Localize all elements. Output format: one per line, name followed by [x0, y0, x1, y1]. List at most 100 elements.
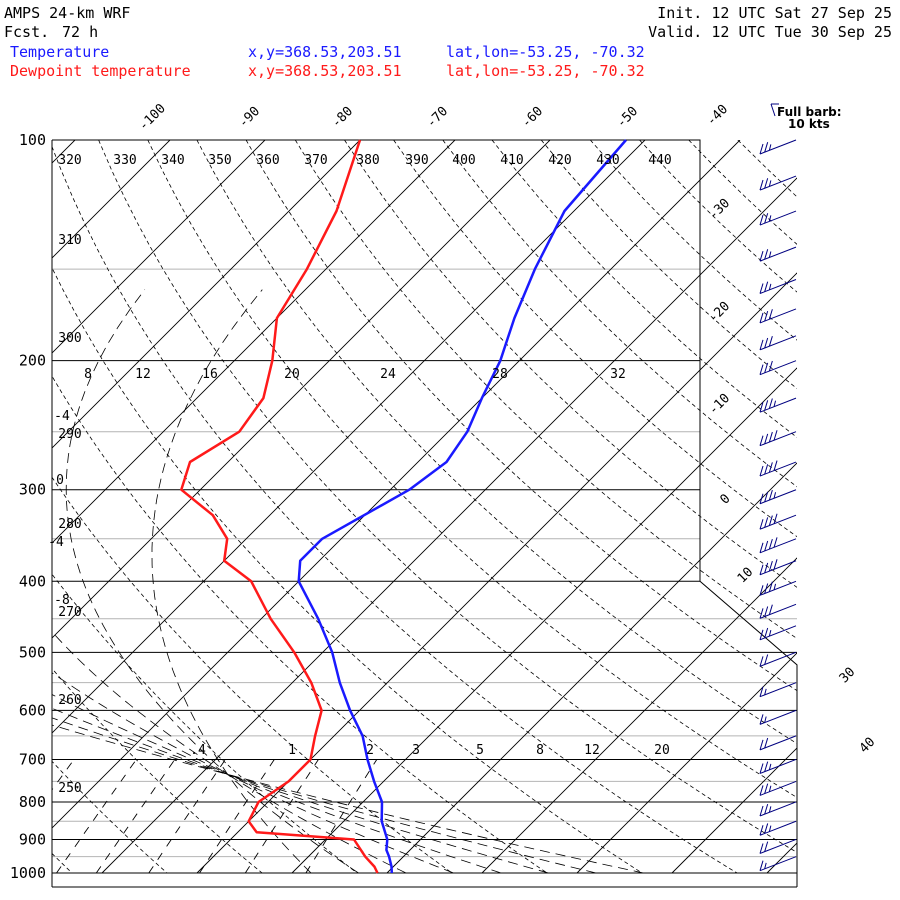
- barb-half-flag: [773, 583, 777, 590]
- theta-e-label: 16: [202, 367, 218, 382]
- mixing-ratio-label: .4: [190, 743, 206, 758]
- barb-legend-line: [770, 103, 776, 117]
- chart-grid: [51, 139, 798, 888]
- wind-barb: [759, 335, 797, 351]
- temperature-tick-label: -80: [329, 104, 356, 131]
- barb-flag: [764, 517, 769, 528]
- legend-temperature-latlon: lat,lon=-53.25, -70.32: [446, 43, 645, 61]
- isotherm-edge-label: -4: [48, 535, 64, 550]
- barb-legend-example: [770, 103, 779, 117]
- barb-half-flag: [768, 283, 772, 290]
- moist-adiabat: [52, 717, 597, 874]
- dry-adiabat: [196, 140, 797, 745]
- barb-staff: [759, 780, 797, 796]
- isotherm: [386, 462, 797, 874]
- barb-staff: [759, 560, 797, 576]
- pressure-tick-label: 1000: [10, 864, 46, 882]
- moist-adiabat: [65, 289, 359, 874]
- dry-adiabat: [344, 140, 797, 588]
- temperature-tick-label: -60: [519, 104, 546, 131]
- dry-adiabat: [147, 140, 797, 799]
- barb-flag: [759, 493, 764, 504]
- barb-flag: [764, 804, 769, 815]
- wind-barb: [759, 537, 797, 554]
- barb-flag: [768, 560, 773, 572]
- wind-barb: [759, 682, 797, 698]
- barb-flag: [764, 540, 769, 552]
- barb-flag: [768, 360, 773, 372]
- dry-adiabat: [52, 667, 263, 874]
- barb-flag: [759, 143, 764, 155]
- isotherm: [52, 140, 551, 639]
- dry-adiabat: [98, 140, 797, 853]
- barb-staff: [759, 856, 797, 872]
- wind-barb: [759, 559, 797, 576]
- barb-flag: [768, 398, 773, 409]
- barb-flag: [764, 362, 769, 373]
- mixing-ratio-line: [244, 759, 319, 874]
- theta-e-label: 20: [284, 367, 300, 382]
- barb-flag: [768, 489, 773, 501]
- dry-adiabat: [52, 266, 643, 874]
- isotherm-edge-label: 0: [56, 473, 64, 488]
- dry-adiabat: [491, 140, 797, 438]
- barb-flag: [773, 559, 778, 570]
- temperature-tick-label: -10: [706, 391, 733, 418]
- isotherm: [52, 140, 266, 354]
- pressure-tick-label: 300: [19, 481, 46, 499]
- barb-staff: [759, 682, 797, 698]
- barb-flag: [764, 337, 769, 349]
- barb-flag: [764, 606, 769, 617]
- moist-adiabat: [52, 631, 407, 874]
- barb-flag: [764, 213, 769, 224]
- wind-barb: [759, 175, 797, 191]
- legend-temperature-xy: x,y=368.53,203.51: [248, 43, 402, 61]
- temperature-profile: [297, 139, 627, 874]
- theta-label: 390: [405, 153, 428, 168]
- barb-legend-line1: Full barb:: [777, 105, 842, 119]
- barb-flag: [759, 312, 764, 324]
- theta-label: 320: [58, 153, 81, 168]
- wind-barb: [759, 513, 797, 530]
- wind-barb: [759, 856, 797, 872]
- barb-flag: [764, 142, 769, 153]
- barb-flag: [759, 825, 764, 836]
- barb-flag: [759, 714, 764, 725]
- barb-flag: [759, 283, 764, 294]
- dry-adiabat: [52, 760, 168, 874]
- theta-label: 420: [548, 153, 571, 168]
- dry-adiabat: [52, 573, 358, 874]
- mixing-ratio-label: 12: [584, 743, 600, 758]
- barb-staff: [759, 360, 797, 376]
- barb-flag: [768, 604, 773, 615]
- theta-e-label: 24: [380, 367, 396, 382]
- barb-flag: [759, 435, 764, 446]
- barb-flag: [764, 761, 769, 772]
- mixing-ratio-line: [52, 759, 75, 791]
- wind-barb: [759, 139, 797, 155]
- barb-staff: [759, 625, 797, 641]
- wind-barb: [759, 780, 797, 796]
- temperature-tick-label: 10: [735, 565, 757, 587]
- isotherm: [291, 367, 797, 874]
- model-title: AMPS 24-km WRF: [4, 4, 131, 22]
- dry-adiabat: [52, 145, 738, 874]
- barb-flag: [759, 629, 764, 640]
- barb-staff: [759, 651, 797, 667]
- barb-flag: [768, 581, 773, 592]
- temperature-tick-label: -70: [424, 104, 451, 131]
- barb-flag: [768, 515, 773, 526]
- wind-barb: [759, 709, 797, 725]
- barb-staff: [759, 514, 797, 530]
- theta-label: 350: [208, 153, 231, 168]
- theta-e-label: 28: [492, 367, 508, 382]
- dry-adiabat: [688, 140, 797, 245]
- theta-label: 330: [113, 153, 136, 168]
- barb-half-flag: [773, 492, 777, 499]
- pressure-tick-label: 200: [19, 352, 46, 370]
- barb-staff: [759, 175, 797, 191]
- mixing-ratio-label: 2: [366, 743, 374, 758]
- barb-flag: [759, 805, 764, 817]
- barb-flag: [764, 737, 769, 749]
- barb-flag: [764, 654, 769, 665]
